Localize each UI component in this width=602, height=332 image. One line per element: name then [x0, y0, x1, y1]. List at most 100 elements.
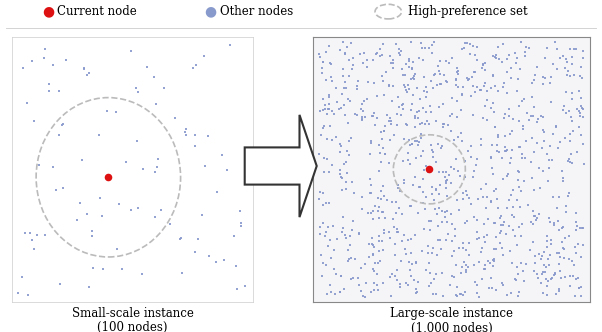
Point [545, 81, 555, 86]
Point [390, 273, 400, 279]
Point [350, 111, 360, 116]
Point [442, 237, 452, 243]
Point [177, 270, 187, 276]
Point [556, 55, 565, 60]
Point [560, 274, 569, 280]
Point [391, 210, 401, 215]
Point [534, 251, 544, 257]
Point [442, 180, 452, 185]
Point [576, 64, 585, 69]
Point [454, 246, 464, 251]
Point [566, 152, 576, 157]
Point [132, 139, 142, 144]
Point [533, 116, 543, 122]
Point [577, 75, 586, 81]
Point [134, 89, 143, 95]
Point [406, 236, 415, 242]
Point [442, 232, 452, 237]
Point [314, 196, 323, 202]
Point [464, 77, 474, 82]
Point [29, 247, 39, 252]
Point [542, 45, 551, 51]
Point [402, 89, 412, 94]
Point [495, 231, 504, 236]
Point [473, 44, 482, 50]
Point [408, 75, 418, 80]
Point [565, 159, 574, 165]
Point [529, 213, 539, 219]
Point [420, 45, 430, 50]
Point [452, 114, 462, 119]
Point [517, 189, 526, 194]
Point [462, 219, 472, 224]
Point [504, 52, 514, 57]
Point [406, 203, 415, 208]
Point [354, 282, 364, 287]
Point [400, 246, 410, 252]
Point [330, 271, 340, 277]
Point [496, 222, 506, 227]
Point [72, 217, 81, 223]
Point [514, 177, 523, 182]
Point [418, 190, 428, 195]
Point [505, 131, 515, 136]
Point [492, 196, 501, 202]
Text: Large-scale instance: Large-scale instance [390, 307, 513, 320]
Point [576, 73, 585, 79]
Point [418, 201, 427, 206]
Point [480, 80, 490, 86]
Point [176, 236, 185, 241]
Point [442, 178, 452, 183]
Point [131, 86, 140, 91]
Point [538, 254, 547, 259]
Point [542, 233, 552, 238]
Point [356, 288, 365, 293]
Point [449, 167, 459, 172]
Point [555, 139, 565, 145]
Point [393, 229, 403, 234]
Point [342, 44, 352, 49]
Point [372, 116, 382, 121]
Point [367, 113, 377, 118]
Point [315, 231, 325, 237]
Point [462, 263, 471, 268]
Point [349, 218, 358, 224]
Point [382, 112, 392, 117]
Point [322, 111, 332, 117]
Point [384, 229, 394, 235]
Point [356, 106, 365, 111]
Point [461, 189, 471, 194]
Point [408, 59, 418, 65]
Point [459, 196, 468, 202]
Point [137, 271, 147, 277]
Point [474, 259, 484, 265]
Point [489, 171, 498, 176]
Point [472, 156, 482, 161]
Point [40, 46, 50, 52]
Point [409, 277, 418, 283]
Point [111, 109, 120, 114]
Point [539, 262, 548, 267]
Point [430, 207, 440, 212]
Point [427, 51, 436, 56]
Point [95, 132, 104, 138]
Point [403, 83, 413, 88]
Point [400, 180, 409, 185]
Point [377, 52, 387, 58]
Point [317, 65, 327, 71]
Point [403, 150, 412, 156]
Point [574, 88, 584, 94]
Point [550, 40, 559, 45]
Point [61, 57, 71, 62]
Point [82, 72, 92, 77]
Point [357, 116, 367, 122]
Point [539, 138, 548, 143]
Point [389, 225, 399, 230]
Point [569, 46, 579, 51]
Point [579, 161, 589, 167]
Point [405, 142, 415, 148]
Point [348, 275, 358, 281]
Point [142, 64, 152, 70]
Point [396, 113, 406, 118]
Point [504, 223, 514, 229]
